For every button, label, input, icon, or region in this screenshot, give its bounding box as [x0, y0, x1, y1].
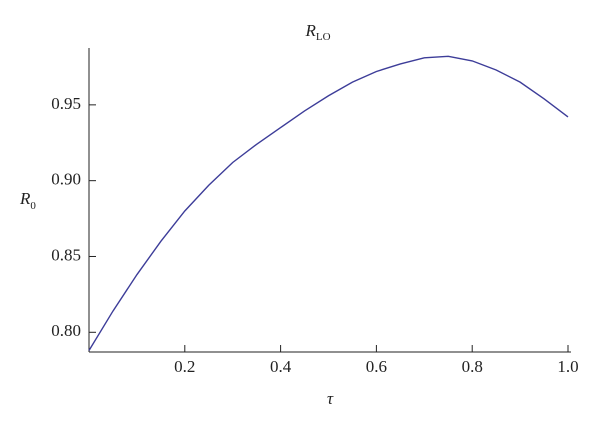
y-tick-label: 0.95	[51, 94, 81, 113]
y-label-subscript: 0	[30, 200, 36, 212]
y-tick-label: 0.80	[51, 321, 81, 340]
x-tick-label: 0.4	[270, 357, 292, 376]
title-subscript: LO	[316, 31, 331, 43]
title-main: R	[304, 21, 316, 40]
x-tick-label: 1.0	[557, 357, 578, 376]
x-tick-label: 0.6	[366, 357, 387, 376]
x-tick-label: 0.8	[462, 357, 483, 376]
x-tick-label: 0.2	[174, 357, 195, 376]
line	[88, 55, 569, 351]
y-label-main: R	[19, 189, 31, 208]
chart-title: RLO	[304, 21, 330, 43]
x-axis-label: τ	[327, 389, 334, 408]
y-tick-label: 0.85	[51, 245, 81, 264]
y-axis-label: R0	[19, 189, 36, 212]
y-tick-label: 0.90	[51, 170, 81, 189]
